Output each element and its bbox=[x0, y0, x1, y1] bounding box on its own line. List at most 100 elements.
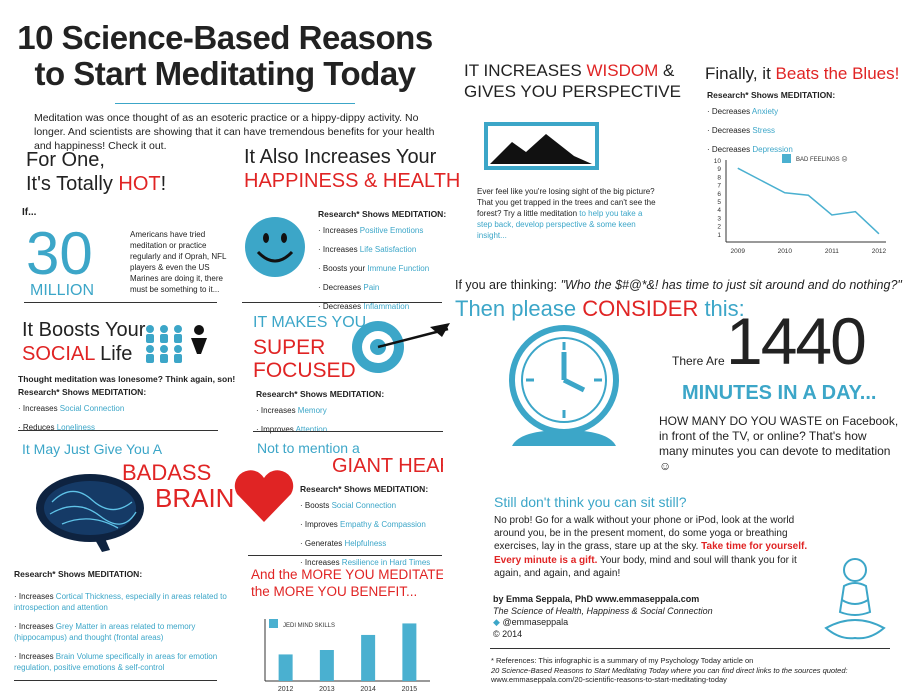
wisdom-amp: & bbox=[658, 61, 675, 80]
social-line-1: It Boosts Your bbox=[22, 319, 146, 341]
focused-line-1: IT MAKES YOU bbox=[253, 314, 367, 331]
smiley-icon bbox=[245, 217, 305, 277]
fourteen-forty-number: 1440 bbox=[726, 304, 867, 378]
divider bbox=[248, 555, 442, 556]
consider-this: this: bbox=[698, 296, 745, 321]
divider bbox=[242, 302, 442, 303]
still-heading: Still don't think you can sit still? bbox=[494, 494, 687, 510]
list-item: · Increases Grey Matter in areas related… bbox=[14, 622, 196, 642]
wisdom-text-1: Ever feel like you're losing sight of th… bbox=[477, 187, 656, 218]
quote-text: "Who the $#@*&! has time to just sit aro… bbox=[560, 278, 902, 292]
research-label: Research* Shows MEDITATION: bbox=[300, 484, 429, 494]
twitter-handle[interactable]: @emmaseppala bbox=[502, 617, 569, 627]
if-label: If... bbox=[22, 207, 37, 218]
social-research: Research* Shows MEDITATION: · Increases … bbox=[18, 387, 228, 441]
legend-label: BAD FEELINGS ☹ bbox=[796, 156, 848, 163]
happiness-line-2: HAPPINESS & HEALTH bbox=[244, 170, 461, 192]
list-item: · Increases Positive Emotions bbox=[318, 226, 424, 235]
hot-line-2: It's Totally bbox=[26, 173, 119, 195]
still-text-2: Your body, mind and soul will thank you … bbox=[494, 554, 797, 579]
consider-word: CONSIDER bbox=[582, 296, 699, 321]
happiness-research: Research* Shows MEDITATION: · Increases … bbox=[318, 209, 448, 320]
list-item: · Improves Empathy & Compassion bbox=[300, 520, 426, 529]
x-tick-label: 2011 bbox=[825, 248, 839, 255]
blues-line-1: Finally, it bbox=[705, 64, 776, 83]
hot-word: HOT bbox=[118, 173, 161, 195]
legend-label: JEDI MIND SKILLS bbox=[283, 623, 335, 629]
minutes-in-day: MINUTES IN A DAY... bbox=[682, 382, 877, 404]
waste-text: HOW MANY DO YOU WASTE on Facebook, in fr… bbox=[659, 414, 899, 473]
heart-line-2: GIANT HEAR bbox=[332, 455, 443, 477]
quote-prefix: If you are thinking: bbox=[455, 278, 561, 292]
x-tick-label: 2015 bbox=[402, 686, 418, 693]
social-heading: It Boosts Your SOCIAL Life bbox=[22, 318, 145, 366]
blues-word: Beats the Blues! bbox=[775, 64, 900, 83]
consider-heading: Then please CONSIDER this: bbox=[455, 296, 745, 322]
author-name[interactable]: by Emma Seppala, PhD www.emmaseppala.com bbox=[493, 594, 700, 604]
list-item: · Decreases Stress bbox=[707, 126, 776, 135]
happiness-line-1: It Also Increases Your bbox=[244, 146, 437, 168]
focused-heading: IT MAKES YOU SUPER FOCUSED bbox=[253, 314, 366, 382]
author-block: by Emma Seppala, PhD www.emmaseppala.com… bbox=[493, 594, 713, 640]
twitter-icon: ◆ bbox=[493, 617, 500, 627]
copyright: © 2014 bbox=[493, 628, 523, 639]
hot-heading: For One, It's Totally HOT! bbox=[26, 148, 166, 196]
clock-icon bbox=[509, 325, 619, 446]
references: * References: This infographic is a summ… bbox=[491, 656, 848, 685]
heart-line-1: Not to mention a bbox=[257, 440, 360, 456]
research-label: Research* Shows MEDITATION: bbox=[707, 90, 836, 100]
more-line-2: the MORE YOU BENEFIT... bbox=[251, 584, 418, 599]
heart-research: Research* Shows MEDITATION: · Boosts Soc… bbox=[300, 484, 445, 576]
list-item: · Improves Attention bbox=[256, 425, 328, 434]
x-tick-label: 2014 bbox=[360, 686, 376, 693]
y-tick-label: 6 bbox=[717, 191, 721, 198]
still-text-1: No prob! Go for a walk without your phon… bbox=[494, 515, 795, 553]
million-label: MILLION bbox=[30, 282, 95, 299]
title-line-2: to Start Meditating Today bbox=[34, 55, 416, 92]
brain-heading-1: It May Just Give You A bbox=[22, 441, 162, 457]
list-item: · Increases Life Satisfaction bbox=[318, 245, 417, 254]
hot-line-1: For One, bbox=[26, 149, 105, 171]
title-line-1: 10 Science-Based Reasons bbox=[17, 19, 433, 56]
y-tick-label: 9 bbox=[717, 166, 721, 173]
divider bbox=[14, 680, 217, 681]
divider bbox=[24, 302, 217, 303]
list-item: · Decreases Pain bbox=[318, 283, 380, 292]
list-item: · Generates Helpfulness bbox=[300, 539, 387, 548]
ref-link[interactable]: www.emmaseppala.com/20-scientific-reason… bbox=[491, 675, 727, 684]
social-word: SOCIAL bbox=[22, 343, 95, 365]
still-text: No prob! Go for a walk without your phon… bbox=[494, 514, 824, 580]
series-line bbox=[737, 167, 880, 235]
focused-line-3: FOCUSED bbox=[253, 359, 356, 382]
research-label: Research* Shows MEDITATION: bbox=[318, 209, 447, 219]
list-item: · Increases Resilience in Hard Times bbox=[300, 558, 431, 567]
y-tick-label: 3 bbox=[717, 215, 721, 222]
brain-word: BRAIN bbox=[155, 483, 235, 513]
wisdom-word: WISDOM bbox=[586, 61, 659, 80]
research-label: Research* Shows MEDITATION: bbox=[18, 387, 147, 397]
more-line-1: And the MORE YOU MEDITATE bbox=[251, 567, 443, 582]
heart-icon bbox=[234, 470, 294, 522]
author-subtitle: The Science of Health, Happiness & Socia… bbox=[493, 605, 713, 616]
x-tick-label: 2012 bbox=[278, 686, 294, 693]
more-heading: And the MORE YOU MEDITATE the MORE YOU B… bbox=[251, 566, 443, 600]
list-item: · Decreases Anxiety bbox=[707, 107, 779, 116]
ref-line-2: 20 Science-Based Reasons to Start Medita… bbox=[491, 665, 848, 675]
list-item: · Decreases Inflammation bbox=[318, 302, 410, 311]
bar bbox=[319, 650, 334, 681]
x-tick-label: 2009 bbox=[731, 248, 746, 255]
still-bold: Take time for yourself. Every minute is … bbox=[494, 541, 808, 566]
happiness-heading: It Also Increases Your HAPPINESS & HEALT… bbox=[244, 145, 460, 193]
list-item: · Boosts your Immune Function bbox=[318, 264, 430, 273]
badass-word: BADASS bbox=[122, 460, 212, 485]
list-item: · Increases Cortical Thickness, especial… bbox=[14, 592, 227, 612]
bar bbox=[402, 623, 417, 681]
blues-heading: Finally, it Beats the Blues! bbox=[705, 64, 899, 84]
wisdom-text: Ever feel like you're losing sight of th… bbox=[477, 186, 657, 241]
bar bbox=[361, 634, 376, 681]
list-item: · Reduces Loneliness bbox=[18, 423, 95, 432]
hot-excl: ! bbox=[160, 173, 167, 195]
brain-line-1: It May Just Give You A bbox=[22, 441, 163, 457]
americans-text: Americans have tried meditation or pract… bbox=[130, 230, 227, 294]
